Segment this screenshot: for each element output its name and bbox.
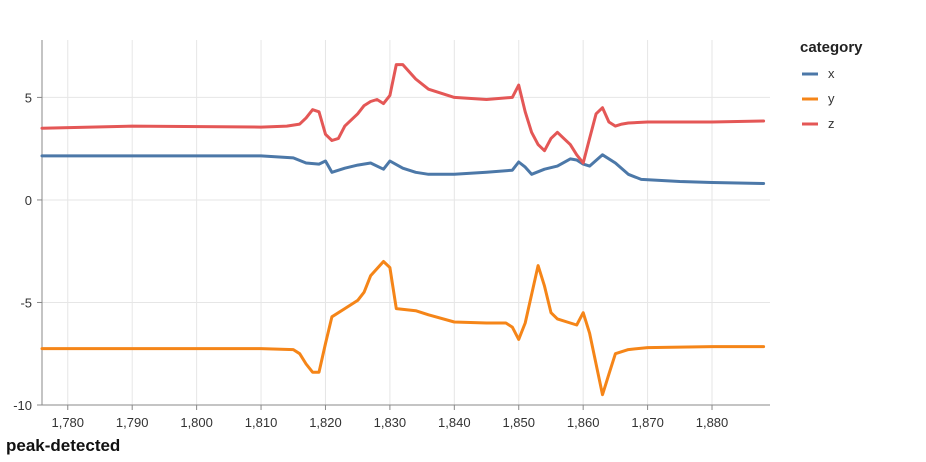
x-tick-label: 1,830: [374, 415, 407, 430]
legend-label-z: z: [828, 116, 835, 131]
x-tick-label: 1,780: [51, 415, 84, 430]
x-tick-label: 1,880: [696, 415, 729, 430]
x-tick-label: 1,840: [438, 415, 471, 430]
legend-label-y: y: [828, 91, 835, 106]
legend-label-x: x: [828, 66, 835, 81]
series-line-x: [40, 153, 766, 185]
chart-grid: [42, 40, 770, 406]
x-tick-label: 1,790: [116, 415, 149, 430]
x-tick-label: 1,800: [180, 415, 213, 430]
y-tick-label: -10: [13, 398, 32, 413]
x-tick-label: 1,810: [245, 415, 278, 430]
series-line-y: [40, 260, 766, 397]
y-tick-label: 5: [25, 90, 32, 105]
series-line-z: [40, 63, 766, 165]
y-tick-label: 0: [25, 193, 32, 208]
chart-legend: category xyz: [800, 39, 863, 131]
chart-series: [40, 63, 766, 397]
y-tick-label: -5: [20, 295, 32, 310]
x-tick-label: 1,870: [631, 415, 664, 430]
x-tick-label: 1,820: [309, 415, 342, 430]
x-tick-label: 1,860: [567, 415, 600, 430]
x-tick-label: 1,850: [502, 415, 535, 430]
chart-caption: peak-detected: [6, 436, 121, 455]
legend-title: category: [800, 39, 863, 56]
chart-axes: 1,780 1,790 1,800 1,810 1,820 1,830 1,840 1,850…: [13, 40, 770, 430]
